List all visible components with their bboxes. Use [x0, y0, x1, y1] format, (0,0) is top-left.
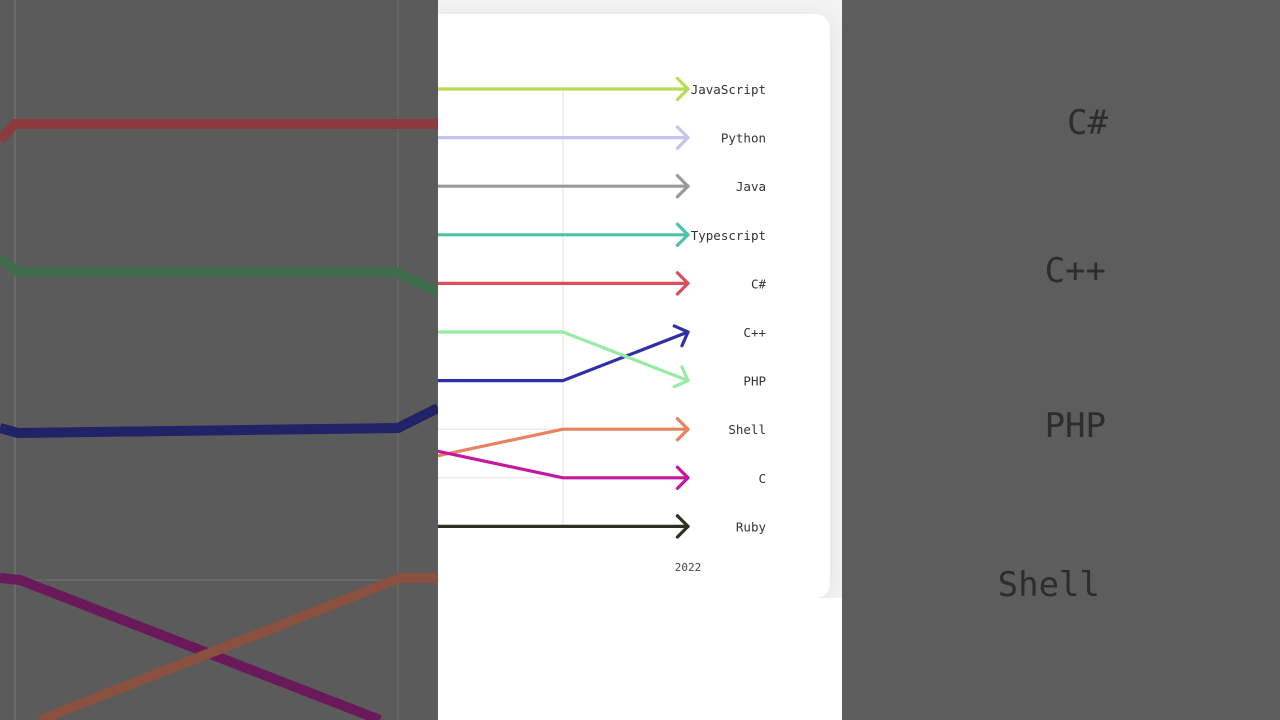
series-arrowhead-csharp [675, 271, 690, 296]
series-label-shell: Shell [728, 422, 766, 437]
bg-line-typescript [0, 254, 441, 297]
series-arrowhead-php [672, 365, 690, 389]
bump-chart: JavaScript Python Java Typescript C# C++ PHP Sh… [438, 76, 767, 574]
series-label-csharp: C# [751, 276, 767, 291]
blank-area [438, 598, 842, 720]
series-label-javascript: JavaScript [691, 82, 766, 97]
bg-label-shell: Shell [998, 565, 1100, 605]
series-arrowhead-python [675, 125, 690, 150]
x-tick-label: 2022 [675, 561, 702, 574]
series-line-shell [438, 427, 690, 458]
series-label-typescript: Typescript [691, 228, 766, 243]
series-arrowhead-java [675, 173, 690, 199]
bg-label-php: PHP [1045, 406, 1106, 446]
series-arrowhead-ruby [675, 514, 690, 539]
series-label-ruby: Ruby [736, 519, 767, 534]
video-frame: JavaScript Python Java Typescript C# C++ PHP Sh… [438, 0, 842, 720]
series-line-php [438, 330, 690, 383]
series-label-cpp: C++ [743, 325, 766, 340]
series-line-cpp [438, 330, 690, 383]
bg-line-shell [38, 573, 438, 720]
series-label-java: Java [736, 179, 766, 194]
series-arrowhead-javascript [675, 76, 690, 102]
series-arrowhead-shell [675, 416, 690, 442]
series-label-php: PHP [743, 374, 766, 389]
series-arrowhead-typescript [675, 222, 690, 248]
series-label-c: C [758, 471, 766, 486]
bg-line-cpp [0, 403, 441, 439]
series-arrowhead-cpp [672, 324, 690, 348]
bg-label-cpp: C++ [1045, 251, 1106, 291]
bg-line-csharp [0, 119, 438, 144]
series-label-python: Python [721, 131, 766, 146]
bg-line-c [0, 573, 382, 720]
chart-card: JavaScript Python Java Typescript C# C++ PHP Sh… [438, 14, 830, 598]
series-arrowhead-c [675, 465, 690, 491]
bg-label-csharp: C# [1067, 103, 1108, 143]
series-line-c [438, 449, 690, 480]
